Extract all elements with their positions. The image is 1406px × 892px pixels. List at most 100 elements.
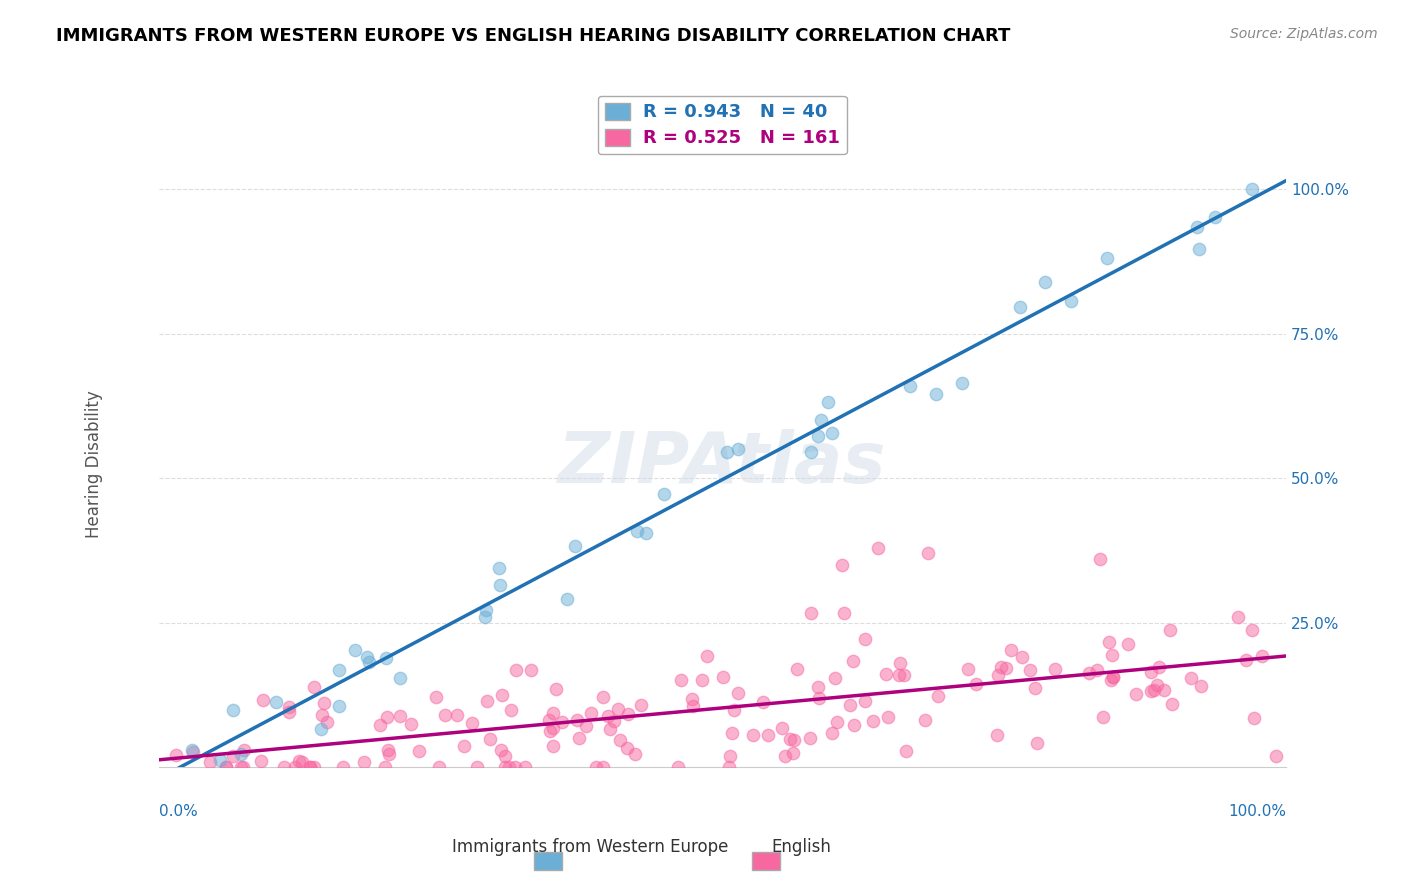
- Point: [1161, 697, 1184, 711]
- Point: [491, 688, 513, 702]
- Point: [889, 656, 911, 670]
- Point: [652, 487, 675, 501]
- Point: [1125, 687, 1147, 701]
- Point: [1188, 242, 1211, 256]
- Y-axis label: Hearing Disability: Hearing Disability: [86, 390, 103, 538]
- Point: [1153, 683, 1175, 698]
- Point: [965, 677, 987, 691]
- Point: [232, 760, 254, 774]
- Point: [249, 755, 271, 769]
- Text: English: English: [772, 838, 831, 856]
- Point: [198, 755, 221, 769]
- Point: [682, 699, 704, 714]
- Point: [316, 714, 339, 729]
- Point: [1140, 684, 1163, 698]
- Point: [343, 642, 366, 657]
- Point: [427, 760, 450, 774]
- Point: [1146, 678, 1168, 692]
- Point: [298, 760, 321, 774]
- Point: [862, 714, 884, 728]
- Point: [917, 546, 939, 560]
- Point: [770, 722, 793, 736]
- Point: [831, 558, 853, 572]
- Point: [311, 707, 333, 722]
- Point: [581, 706, 603, 720]
- Point: [408, 744, 430, 758]
- Point: [302, 760, 325, 774]
- Point: [990, 660, 1012, 674]
- Point: [377, 743, 399, 757]
- Point: [810, 413, 832, 427]
- Point: [585, 760, 607, 774]
- Point: [288, 754, 311, 768]
- Point: [388, 709, 411, 723]
- Text: Source: ZipAtlas.com: Source: ZipAtlas.com: [1230, 27, 1378, 41]
- Point: [475, 694, 498, 708]
- Point: [986, 728, 1008, 742]
- Text: 100.0%: 100.0%: [1227, 804, 1286, 819]
- Point: [233, 743, 256, 757]
- Point: [1091, 709, 1114, 723]
- Point: [479, 731, 502, 746]
- Point: [475, 603, 498, 617]
- Point: [328, 664, 350, 678]
- Text: ZIPAtlas: ZIPAtlas: [558, 429, 887, 499]
- Point: [278, 706, 301, 720]
- Point: [807, 429, 830, 443]
- Point: [599, 722, 621, 736]
- Point: [488, 561, 510, 575]
- Point: [825, 715, 848, 730]
- Point: [592, 690, 614, 704]
- Point: [1189, 679, 1212, 693]
- Point: [616, 740, 638, 755]
- Point: [1077, 666, 1099, 681]
- Point: [278, 699, 301, 714]
- Point: [786, 662, 808, 676]
- Point: [799, 731, 821, 745]
- Point: [551, 715, 574, 730]
- Point: [782, 746, 804, 760]
- Point: [499, 703, 522, 717]
- Point: [309, 723, 332, 737]
- Point: [222, 703, 245, 717]
- Point: [636, 525, 658, 540]
- Point: [299, 760, 322, 774]
- Point: [1043, 661, 1066, 675]
- Point: [987, 668, 1010, 682]
- Point: [328, 698, 350, 713]
- Point: [893, 668, 915, 682]
- Point: [229, 747, 252, 761]
- Point: [696, 648, 718, 663]
- Point: [800, 607, 823, 621]
- Point: [541, 739, 564, 753]
- Point: [752, 695, 775, 709]
- Point: [914, 713, 936, 727]
- Point: [1227, 610, 1250, 624]
- Point: [505, 663, 527, 677]
- Point: [800, 445, 823, 459]
- Point: [353, 755, 375, 769]
- Point: [876, 710, 898, 724]
- Point: [264, 696, 287, 710]
- Point: [630, 698, 652, 713]
- Point: [446, 707, 468, 722]
- Point: [215, 760, 238, 774]
- Point: [779, 731, 801, 746]
- Point: [807, 690, 830, 705]
- Point: [1101, 670, 1123, 684]
- Point: [950, 376, 973, 390]
- Point: [1241, 182, 1264, 196]
- Text: IMMIGRANTS FROM WESTERN EUROPE VS ENGLISH HEARING DISABILITY CORRELATION CHART: IMMIGRANTS FROM WESTERN EUROPE VS ENGLIS…: [56, 27, 1011, 45]
- Point: [1024, 681, 1046, 695]
- Point: [1180, 671, 1202, 685]
- Point: [783, 733, 806, 747]
- Point: [567, 713, 589, 727]
- Point: [1234, 653, 1257, 667]
- Point: [252, 693, 274, 707]
- Point: [434, 708, 457, 723]
- Point: [312, 696, 335, 710]
- Point: [541, 706, 564, 721]
- Point: [1099, 673, 1122, 687]
- Point: [773, 748, 796, 763]
- Point: [1060, 294, 1083, 309]
